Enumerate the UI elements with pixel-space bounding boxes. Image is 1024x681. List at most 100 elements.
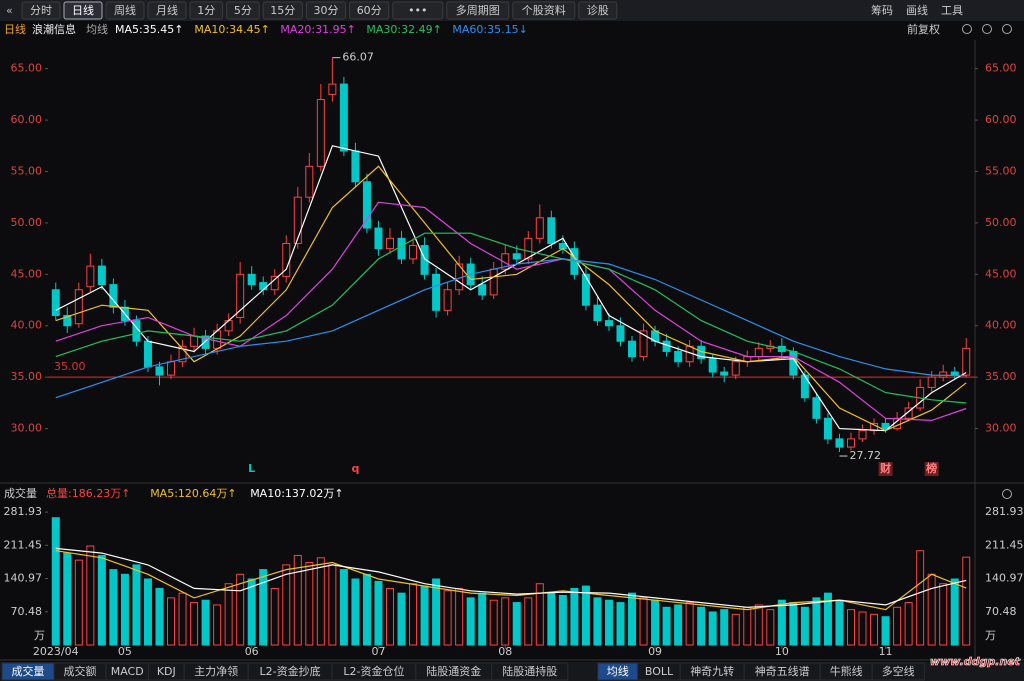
adjust-label[interactable]: 前复权 xyxy=(907,22,940,36)
candle-body xyxy=(858,430,867,440)
toolbar-label[interactable]: 个股资料 xyxy=(522,3,566,17)
volume-bar xyxy=(328,564,337,646)
add-icon[interactable] xyxy=(962,24,972,34)
toolbar-button[interactable] xyxy=(147,1,187,20)
close-icon[interactable] xyxy=(1002,489,1012,499)
event-box xyxy=(878,462,893,476)
zoom-icon[interactable] xyxy=(982,24,992,34)
volume-bar xyxy=(835,599,844,646)
volume-bar xyxy=(662,606,671,646)
toolbar-label[interactable]: 周线 xyxy=(114,3,136,17)
toolbar-button[interactable] xyxy=(63,1,103,20)
y-tick-label: 140.97 xyxy=(4,572,43,585)
tab-label[interactable]: MACD xyxy=(111,665,144,678)
volume-bar xyxy=(616,602,625,646)
toolbar-button[interactable] xyxy=(226,1,260,20)
volume-bar xyxy=(777,599,786,646)
toolbar-button[interactable] xyxy=(392,1,444,20)
tab[interactable] xyxy=(871,662,925,681)
toolbar-label[interactable]: 日线 xyxy=(72,3,94,17)
tab-label[interactable]: 多空线 xyxy=(882,664,915,678)
candle-body xyxy=(155,366,164,376)
tab[interactable] xyxy=(491,662,569,681)
ma-label: MA10:34.45↑ xyxy=(194,23,269,36)
volume-bar xyxy=(51,517,60,646)
candle-body xyxy=(143,340,152,368)
toolbar-label[interactable]: 分时 xyxy=(30,4,52,17)
volume-ma-line xyxy=(55,547,967,608)
volume-bar xyxy=(628,592,637,646)
tab-label[interactable]: 成交额 xyxy=(64,664,97,678)
tab-label[interactable]: BOLL xyxy=(645,665,674,678)
low-marker-label: 27.72 xyxy=(849,449,881,462)
toolbar-button[interactable] xyxy=(305,1,347,20)
toolbar-button[interactable] xyxy=(262,1,303,20)
tab-label[interactable]: 均线 xyxy=(607,664,629,678)
toolbar-right-label[interactable]: 筹码 xyxy=(871,3,893,17)
y-tick-label-right: 50.00 xyxy=(985,216,1017,229)
volume-bar xyxy=(178,592,187,646)
volume-bar xyxy=(236,573,245,646)
volume-bar xyxy=(639,597,648,646)
y-tick-label-right: 35.00 xyxy=(985,370,1017,383)
x-tick-label: 08 xyxy=(498,645,512,658)
toolbar-label[interactable]: 月线 xyxy=(156,3,178,17)
volume-bar xyxy=(247,578,256,646)
candle-body xyxy=(328,83,337,95)
volume-bar xyxy=(443,590,452,646)
tab-label[interactable]: KDJ xyxy=(157,665,176,678)
y-tick-label: 211.45 xyxy=(4,538,43,551)
settings-icon[interactable] xyxy=(1002,24,1012,34)
toolbar-right-label[interactable]: 工具 xyxy=(941,4,963,17)
back-icon[interactable]: « xyxy=(6,4,13,17)
candle-body xyxy=(409,245,418,260)
tab-label[interactable]: 主力净领 xyxy=(194,664,238,678)
tab-label[interactable]: L2-资金仓位 xyxy=(343,664,404,678)
toolbar-button[interactable] xyxy=(189,1,224,20)
candle-body xyxy=(420,245,429,275)
toolbar-label[interactable]: 多周期图 xyxy=(456,3,500,17)
tab-label[interactable]: 神奇五线谱 xyxy=(755,664,810,678)
toolbar-button[interactable] xyxy=(21,1,61,20)
volume-bar xyxy=(789,602,798,646)
toolbar-button[interactable] xyxy=(578,1,618,20)
candle-body xyxy=(904,407,913,419)
toolbar-label[interactable]: 诊股 xyxy=(587,3,609,17)
candle-body xyxy=(293,196,302,244)
candle-body xyxy=(432,273,441,311)
toolbar-label[interactable]: ••• xyxy=(408,4,427,17)
volume-bar xyxy=(259,569,268,646)
volume-bar xyxy=(351,578,360,646)
volume-bar xyxy=(397,592,406,646)
toolbar-label[interactable]: 30分 xyxy=(314,4,339,17)
candle-body xyxy=(489,268,498,296)
volume-bar xyxy=(881,616,890,646)
toolbar-label[interactable]: 5分 xyxy=(234,4,252,17)
tab-label[interactable]: 成交量 xyxy=(12,664,45,678)
tab-label[interactable]: L2-资金抄底 xyxy=(260,664,321,678)
candle-body xyxy=(800,374,809,399)
candle-body xyxy=(74,289,83,325)
candle-body xyxy=(604,320,613,327)
toolbar-label[interactable]: 60分 xyxy=(357,4,382,17)
event-label: 榜 xyxy=(926,461,937,475)
tab-label[interactable]: 牛熊线 xyxy=(830,664,863,678)
toolbar-button[interactable] xyxy=(446,1,510,20)
volume-bar xyxy=(293,554,302,646)
toolbar-label[interactable]: 15分 xyxy=(270,4,295,17)
toolbar-button[interactable] xyxy=(105,1,145,20)
candle-body xyxy=(835,438,844,448)
volume-bar xyxy=(547,592,556,646)
toolbar-button[interactable] xyxy=(349,1,390,20)
candle-body xyxy=(524,237,533,260)
toolbar-button[interactable] xyxy=(512,1,576,20)
tab-label[interactable]: 陆股通资金 xyxy=(426,664,481,678)
tab-label[interactable]: 陆股通持股 xyxy=(502,664,557,678)
volume-bar xyxy=(143,578,152,646)
tab-label[interactable]: 神奇九转 xyxy=(690,664,734,678)
volume-bar xyxy=(455,587,464,646)
toolbar-label[interactable]: 1分 xyxy=(197,4,215,17)
volume-bar xyxy=(904,602,913,646)
toolbar-right-label[interactable]: 画线 xyxy=(906,3,928,17)
volume-ma-line xyxy=(55,550,967,611)
